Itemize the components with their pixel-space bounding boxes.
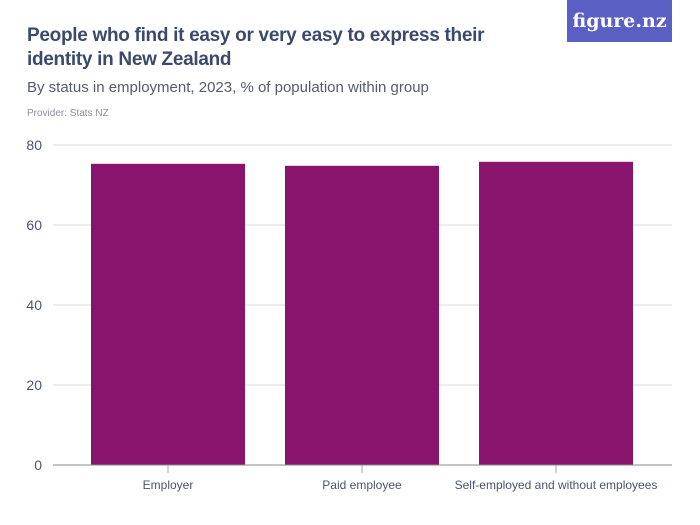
x-tick-label: Self-employed and without employees [455,478,658,492]
y-tick-label: 0 [34,457,42,473]
y-tick-label: 20 [26,377,42,393]
y-tick-label: 40 [26,297,42,313]
y-tick-label: 80 [26,137,42,153]
bar [91,163,245,466]
chart-subtitle: By status in employment, 2023, % of popu… [27,79,429,96]
chart-title: People who find it easy or very easy to … [27,25,485,70]
bar [285,165,439,466]
y-tick-label: 60 [26,217,42,233]
figure-nz-logo[interactable]: figure.nz [567,0,672,42]
provider-label: Provider: Stats NZ [27,108,109,119]
bar [479,161,633,466]
x-tick-label: Employer [143,478,194,492]
x-tick-label: Paid employee [322,478,402,492]
